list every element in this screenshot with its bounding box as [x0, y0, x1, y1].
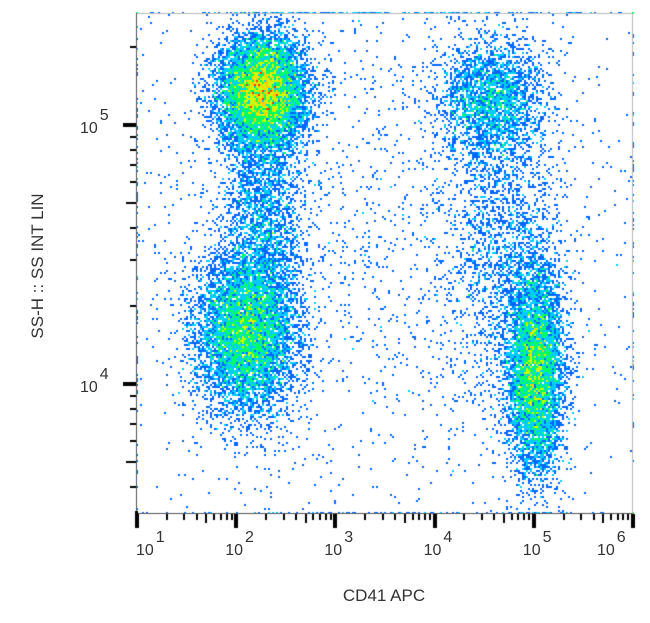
x-tick-label: 105 — [522, 529, 552, 559]
y-tick-label: 105 — [80, 107, 109, 137]
x-tick-label: 104 — [423, 529, 453, 559]
x-tick-label: 101 — [136, 529, 165, 559]
x-axis-title: CD41 APC — [342, 586, 426, 605]
x-tick-label: 102 — [225, 529, 254, 559]
x-tick-label: 103 — [324, 529, 354, 559]
x-tick-label: 106 — [597, 529, 626, 559]
y-axis-title: SS-H :: SS INT LIN — [28, 193, 47, 339]
y-tick-label: 104 — [80, 366, 109, 396]
